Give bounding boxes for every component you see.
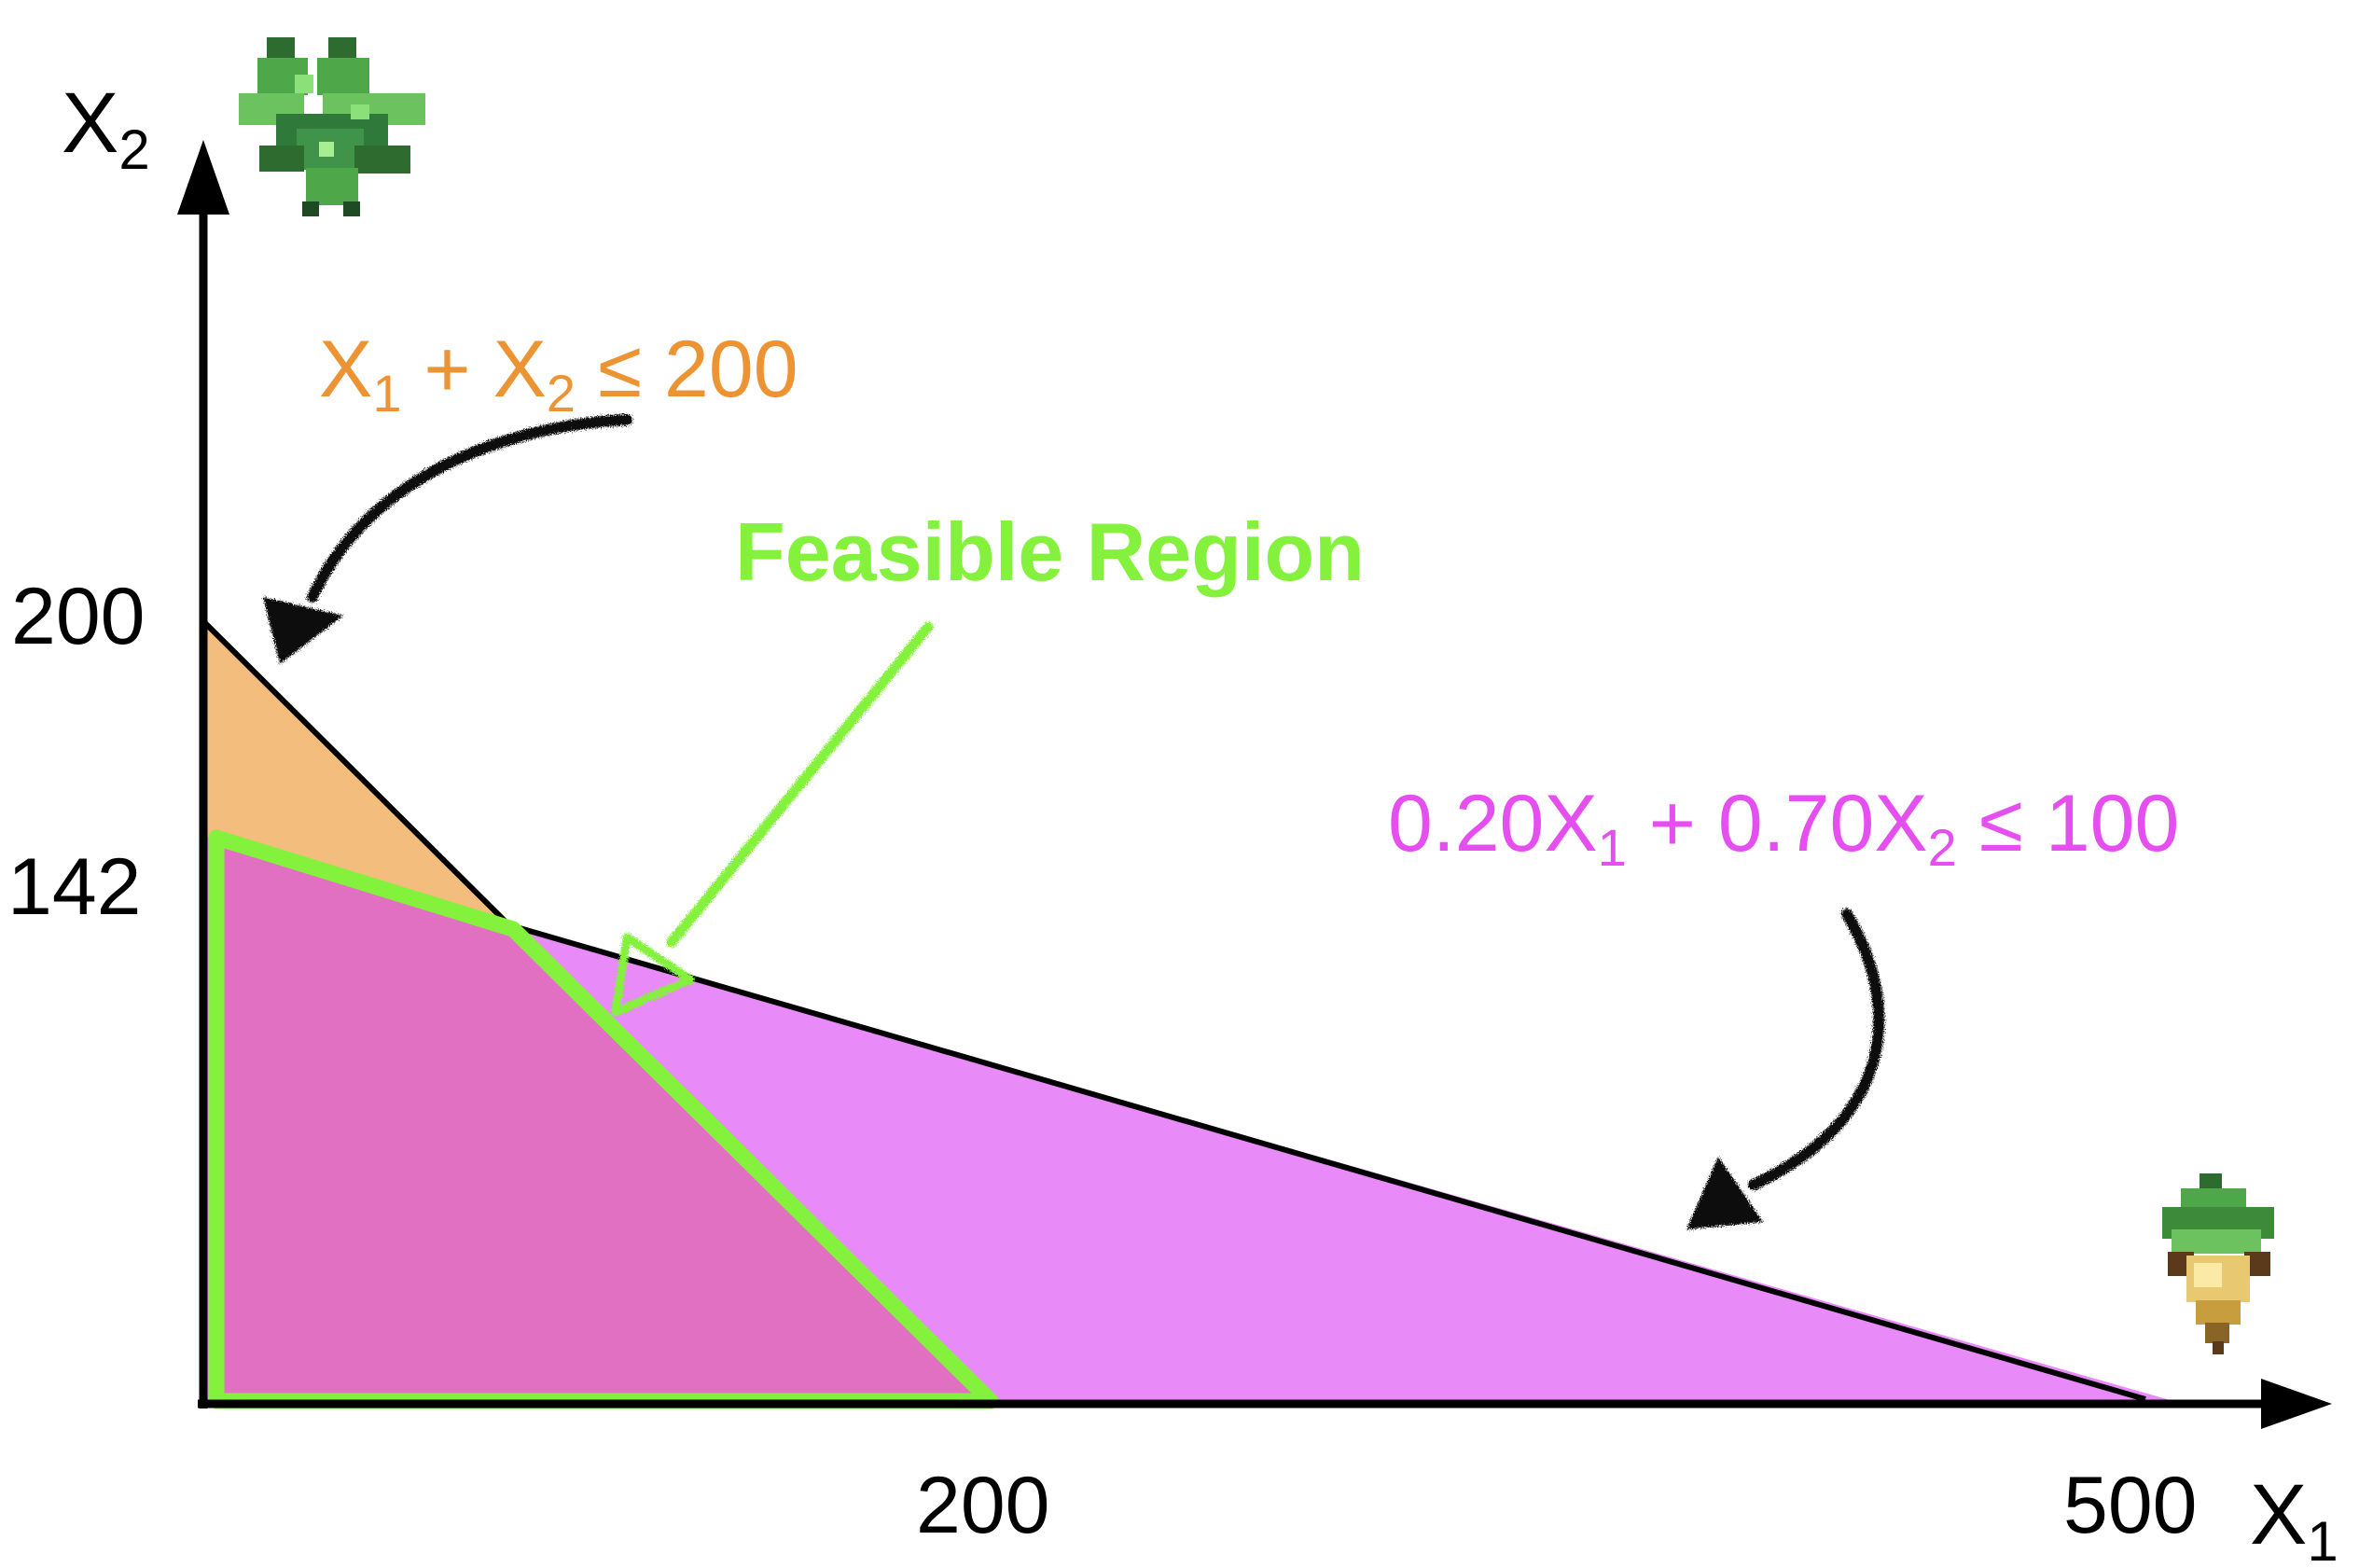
x-tick-500: 500	[2063, 1461, 2198, 1550]
y-axis-label: X2	[62, 76, 150, 181]
feasible-region-fill	[216, 845, 984, 1394]
constraint-2-label: 0.20X1 + 0.70X2 ≤ 100	[1388, 779, 2179, 877]
c2-label-part-1: 1	[1598, 818, 1627, 877]
constraint-1-line	[201, 618, 516, 932]
c1-label-part-0: X	[319, 325, 372, 414]
y-axis-arrowhead	[177, 140, 229, 215]
c2-label-part-2: + 0.70X	[1627, 779, 1928, 868]
c1-label-part-4: ≤ 200	[576, 325, 798, 414]
c1-label-part-1: 1	[372, 364, 401, 423]
y-tick-200: 200	[11, 572, 146, 661]
x-tick-200: 200	[916, 1461, 1050, 1550]
constraint-2-arrow	[1686, 909, 1885, 1229]
c2-label-part-0: 0.20X	[1388, 779, 1598, 868]
y-tick-142: 142	[7, 842, 142, 932]
c1-label-part-3: 2	[547, 364, 576, 423]
x-axis-label: X1	[2250, 1467, 2338, 1563]
c2-label-part-3: 2	[1928, 818, 1957, 877]
x-axis-arrowhead	[2261, 1379, 2332, 1429]
feasible-region-arrow	[611, 621, 934, 1017]
turnip-icon	[2162, 1173, 2274, 1354]
constraint-2-line	[503, 921, 2146, 1402]
feasible-region-label: Feasible Region	[735, 506, 1365, 598]
constraint-1-arrow	[263, 414, 632, 664]
constraint-1-label: X1 + X2 ≤ 200	[319, 325, 798, 423]
c2-label-part-4: ≤ 100	[1957, 779, 2179, 868]
c1-label-part-2: + X	[402, 325, 547, 414]
leafy-plant-icon	[239, 37, 425, 216]
